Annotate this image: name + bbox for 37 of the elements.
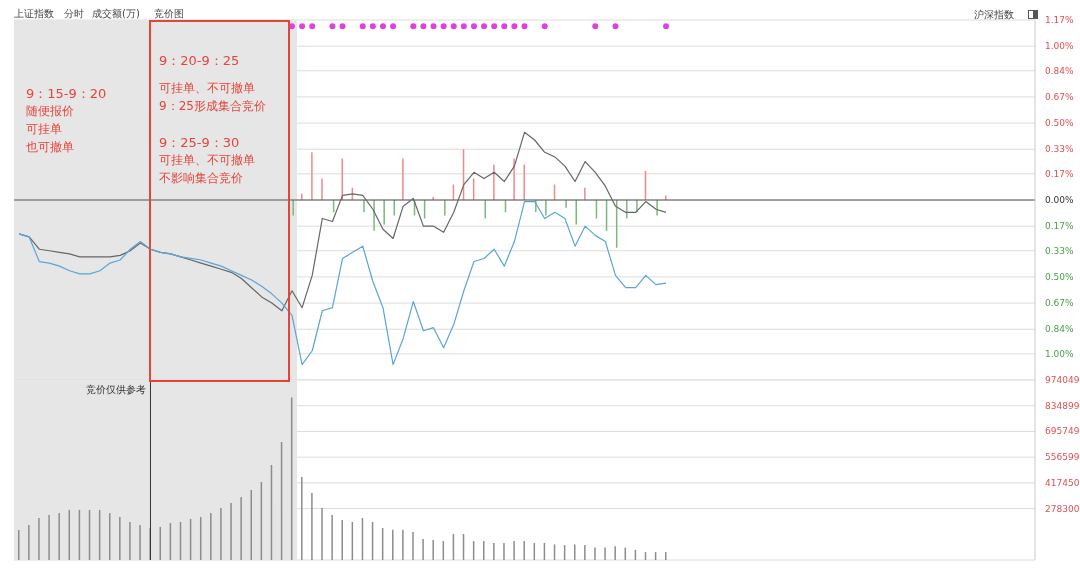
y-tick-label: 0.67% [1045,298,1075,309]
text: 上证指数 [14,8,54,19]
y-tick-label: 695749 [1045,426,1080,437]
annotation: 9：20-9：25 [159,53,240,69]
y-tick-label: 556599 [1045,452,1080,463]
y-tick-label: 0.33% [1045,144,1075,155]
annotation: 随便报价 [26,104,74,119]
text: 分时 [64,8,84,19]
y-tick-label: 974049 [1045,375,1080,385]
annotation: 可挂单、不可撤单 [159,153,255,168]
y-tick-label: 0.17% [1045,221,1075,232]
text: 竞价图 [154,8,184,19]
y-tick-label: 278300 [1045,503,1080,514]
annotation: 竞价仅供参考 [86,384,146,395]
text: 成交额(万) [92,8,140,19]
annotation: 不影响集合竞价 [159,171,243,186]
y-tick-label: 0.33% [1045,245,1075,256]
y-tick-label: 0.84% [1045,324,1075,335]
y-tick-label: 0.84% [1045,65,1075,76]
annotation: 沪深指数 [974,9,1014,20]
annotation: 也可撤单 [26,140,74,155]
annotation: 9：25-9：30 [159,135,240,151]
y-tick-label: 0.00% [1045,195,1075,205]
y-tick-label: 1.00% [1045,348,1075,359]
annotation: 9：15-9：20 [26,86,107,102]
line-series [18,200,667,366]
y-tick-label: 834899 [1045,400,1080,411]
annotation: 9：25形成集合竞价 [159,99,266,114]
y-tick-label: 0.17% [1045,168,1075,179]
y-tick-label: 0.67% [1045,91,1075,102]
y-tick-label: 1.00% [1045,41,1075,52]
y-tick-label: 417450 [1045,477,1080,488]
annotation: 可挂单、不可撤单 [159,81,255,96]
annotation: 可挂单 [26,122,62,137]
y-tick-label: 0.50% [1045,271,1075,282]
y-tick-label: 0.50% [1045,118,1075,129]
y-tick-label: 1.17% [1045,15,1075,25]
